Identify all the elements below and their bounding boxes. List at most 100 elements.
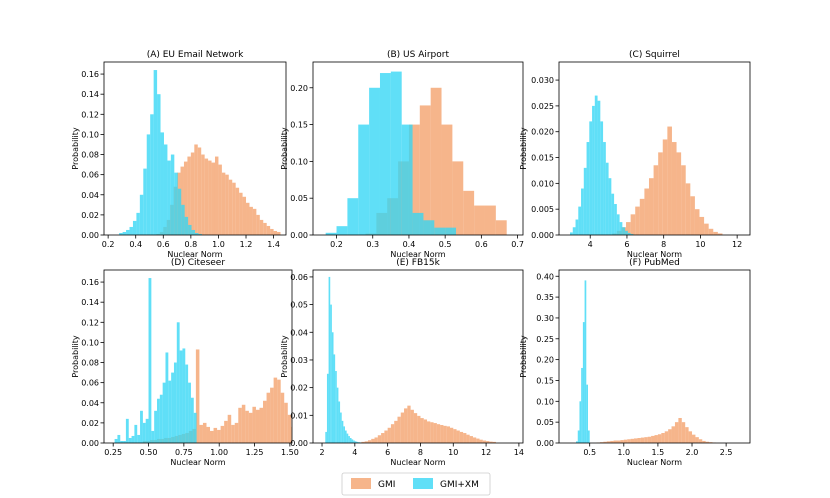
x-tick-label: 0.2	[102, 240, 115, 249]
bar-gmi	[463, 433, 467, 443]
bar-gmi	[239, 192, 243, 235]
y-tick-label: 0.00	[536, 439, 554, 448]
bar-gmi	[492, 441, 496, 443]
bar-gmi-xm	[148, 278, 152, 443]
bar-gmi	[280, 392, 285, 443]
bar-gmi	[263, 222, 267, 235]
bar-gmi-xm	[171, 372, 174, 443]
y-tick-label: 0.05	[290, 194, 308, 203]
bar-gmi	[704, 223, 709, 235]
chart-panel-5: 2 4 6 8 10 12 14 0.00 0.01 0.02 0.03 0.04 0.05 0.06 (E…	[280, 258, 524, 467]
bar-gmi	[446, 426, 450, 443]
bar-gmi-xm	[576, 441, 578, 443]
bar-gmi-xm	[150, 114, 154, 235]
bar-gmi	[210, 430, 214, 443]
x-tick-label: 14	[514, 448, 524, 457]
bar-gmi-xm	[176, 322, 180, 443]
bar-gmi-xm	[353, 440, 355, 443]
x-axis-label: Nuclear Norm	[390, 458, 445, 467]
bar-gmi-xm	[577, 430, 580, 443]
bar-gmi-xm	[330, 304, 332, 443]
bar-gmi	[717, 233, 723, 235]
bar-gmi	[208, 160, 212, 235]
bar-gmi-xm	[586, 384, 588, 443]
bar-gmi-xm	[142, 422, 146, 443]
bar-gmi	[681, 422, 686, 443]
bar-gmi	[482, 440, 487, 443]
bar-gmi	[231, 424, 235, 443]
bar-gmi-xm	[579, 401, 582, 443]
x-tick-label: 1.2	[240, 240, 253, 249]
bar-gmi-xm	[165, 352, 169, 443]
bar-gmi-xm	[354, 441, 357, 443]
bar-gmi	[709, 442, 713, 443]
bar-gmi	[443, 425, 447, 443]
bar-gmi	[694, 209, 700, 235]
bar-gmi-xm	[338, 401, 341, 443]
y-tick-label: 0.00	[81, 439, 99, 448]
y-tick-label: 0.06	[290, 273, 308, 282]
y-tick-label: 0.010	[531, 179, 554, 188]
bar-gmi-xm	[614, 204, 617, 235]
bar-gmi-xm	[603, 142, 606, 235]
bars	[325, 71, 507, 235]
x-tick-label: 0.75	[175, 448, 193, 457]
bar-gmi-xm	[134, 424, 138, 443]
bars	[570, 95, 723, 235]
bar-gmi-xm	[193, 412, 197, 443]
bar-gmi-xm	[401, 124, 413, 235]
y-tick-label: 0.020	[531, 128, 554, 137]
bar-gmi	[667, 126, 672, 235]
bar-gmi-xm	[587, 430, 590, 443]
bar-gmi-xm	[131, 435, 135, 443]
bar-gmi-xm	[146, 134, 151, 235]
y-tick-label: 0.20	[536, 356, 554, 365]
bar-gmi	[456, 430, 460, 443]
bar-gmi	[404, 408, 408, 443]
bar-gmi-xm	[423, 220, 435, 235]
bar-gmi-xm	[625, 230, 628, 235]
bar-gmi	[245, 410, 249, 443]
bar-gmi	[270, 228, 274, 235]
bar-gmi	[681, 165, 686, 235]
y-tick-label: 0.05	[536, 418, 554, 427]
x-tick-label: 1.5	[652, 448, 665, 457]
bar-gmi	[377, 435, 382, 443]
bar-gmi-xm	[358, 442, 360, 443]
bar-gmi	[705, 441, 710, 443]
bar-gmi	[201, 154, 205, 235]
bar-gmi-xm	[627, 232, 631, 235]
x-tick-label: 0.5	[439, 240, 452, 249]
bar-gmi	[630, 438, 635, 443]
bar-gmi-xm	[326, 373, 329, 443]
bar-gmi-xm	[167, 160, 171, 235]
bar-gmi-xm	[120, 440, 124, 443]
y-tick-label: 0.030	[531, 76, 554, 85]
y-tick-label: 0.015	[531, 154, 554, 163]
bar-gmi-xm	[581, 188, 584, 235]
chart-title: (E) FB15k	[396, 258, 440, 268]
x-tick-label: 0.7	[511, 240, 524, 249]
bar-gmi-xm	[159, 394, 163, 443]
bar-gmi-xm	[331, 332, 334, 443]
bar-gmi	[708, 228, 714, 235]
bar-gmi	[417, 415, 421, 443]
y-tick-label: 0.10	[290, 157, 308, 166]
bar-gmi-xm	[619, 222, 623, 235]
bar-gmi	[664, 431, 669, 443]
bar-gmi	[671, 426, 675, 443]
bar-gmi-xm	[611, 193, 615, 235]
legend-label-gmi-xm: GMI+XM	[440, 480, 479, 490]
bar-gmi	[266, 225, 271, 235]
bar-gmi-xm	[581, 367, 583, 443]
x-tick-label: 0.8	[184, 240, 197, 249]
bar-gmi-xm	[190, 397, 194, 443]
bar-gmi-xm	[195, 232, 199, 235]
bar-gmi	[449, 427, 454, 443]
bar-gmi	[469, 436, 473, 443]
bar-gmi-xm	[356, 441, 359, 443]
bar-gmi	[387, 427, 391, 443]
bar-gmi-xm	[578, 206, 582, 235]
axes-frame	[312, 269, 524, 444]
bar-gmi	[699, 216, 705, 235]
